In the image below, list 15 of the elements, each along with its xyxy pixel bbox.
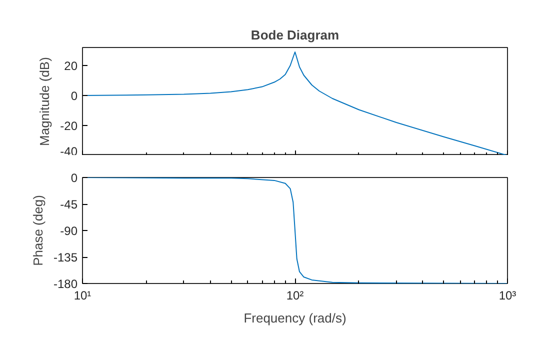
x-tick-label: 10²: [286, 288, 304, 302]
y-tick-label: -135: [53, 250, 78, 264]
chart-title: Bode Diagram: [250, 28, 340, 42]
x-tick-label: 10³: [498, 288, 516, 302]
y-tick-label: 20: [64, 59, 78, 73]
x-axis-title: Frequency (rad/s): [244, 310, 346, 326]
y-tick-label: -20: [60, 119, 78, 133]
y-tick-label: -90: [60, 224, 78, 238]
x-tick-label: 10¹: [74, 288, 92, 302]
y-tick-label: -45: [60, 198, 78, 212]
y-tick-label: -180: [53, 277, 78, 291]
y-axis-title: Phase (deg): [30, 195, 46, 266]
y-tick-label: 0: [70, 171, 78, 185]
y-tick-label: 0: [70, 89, 78, 103]
y-axis-title: Magnitude (dB): [37, 57, 52, 146]
